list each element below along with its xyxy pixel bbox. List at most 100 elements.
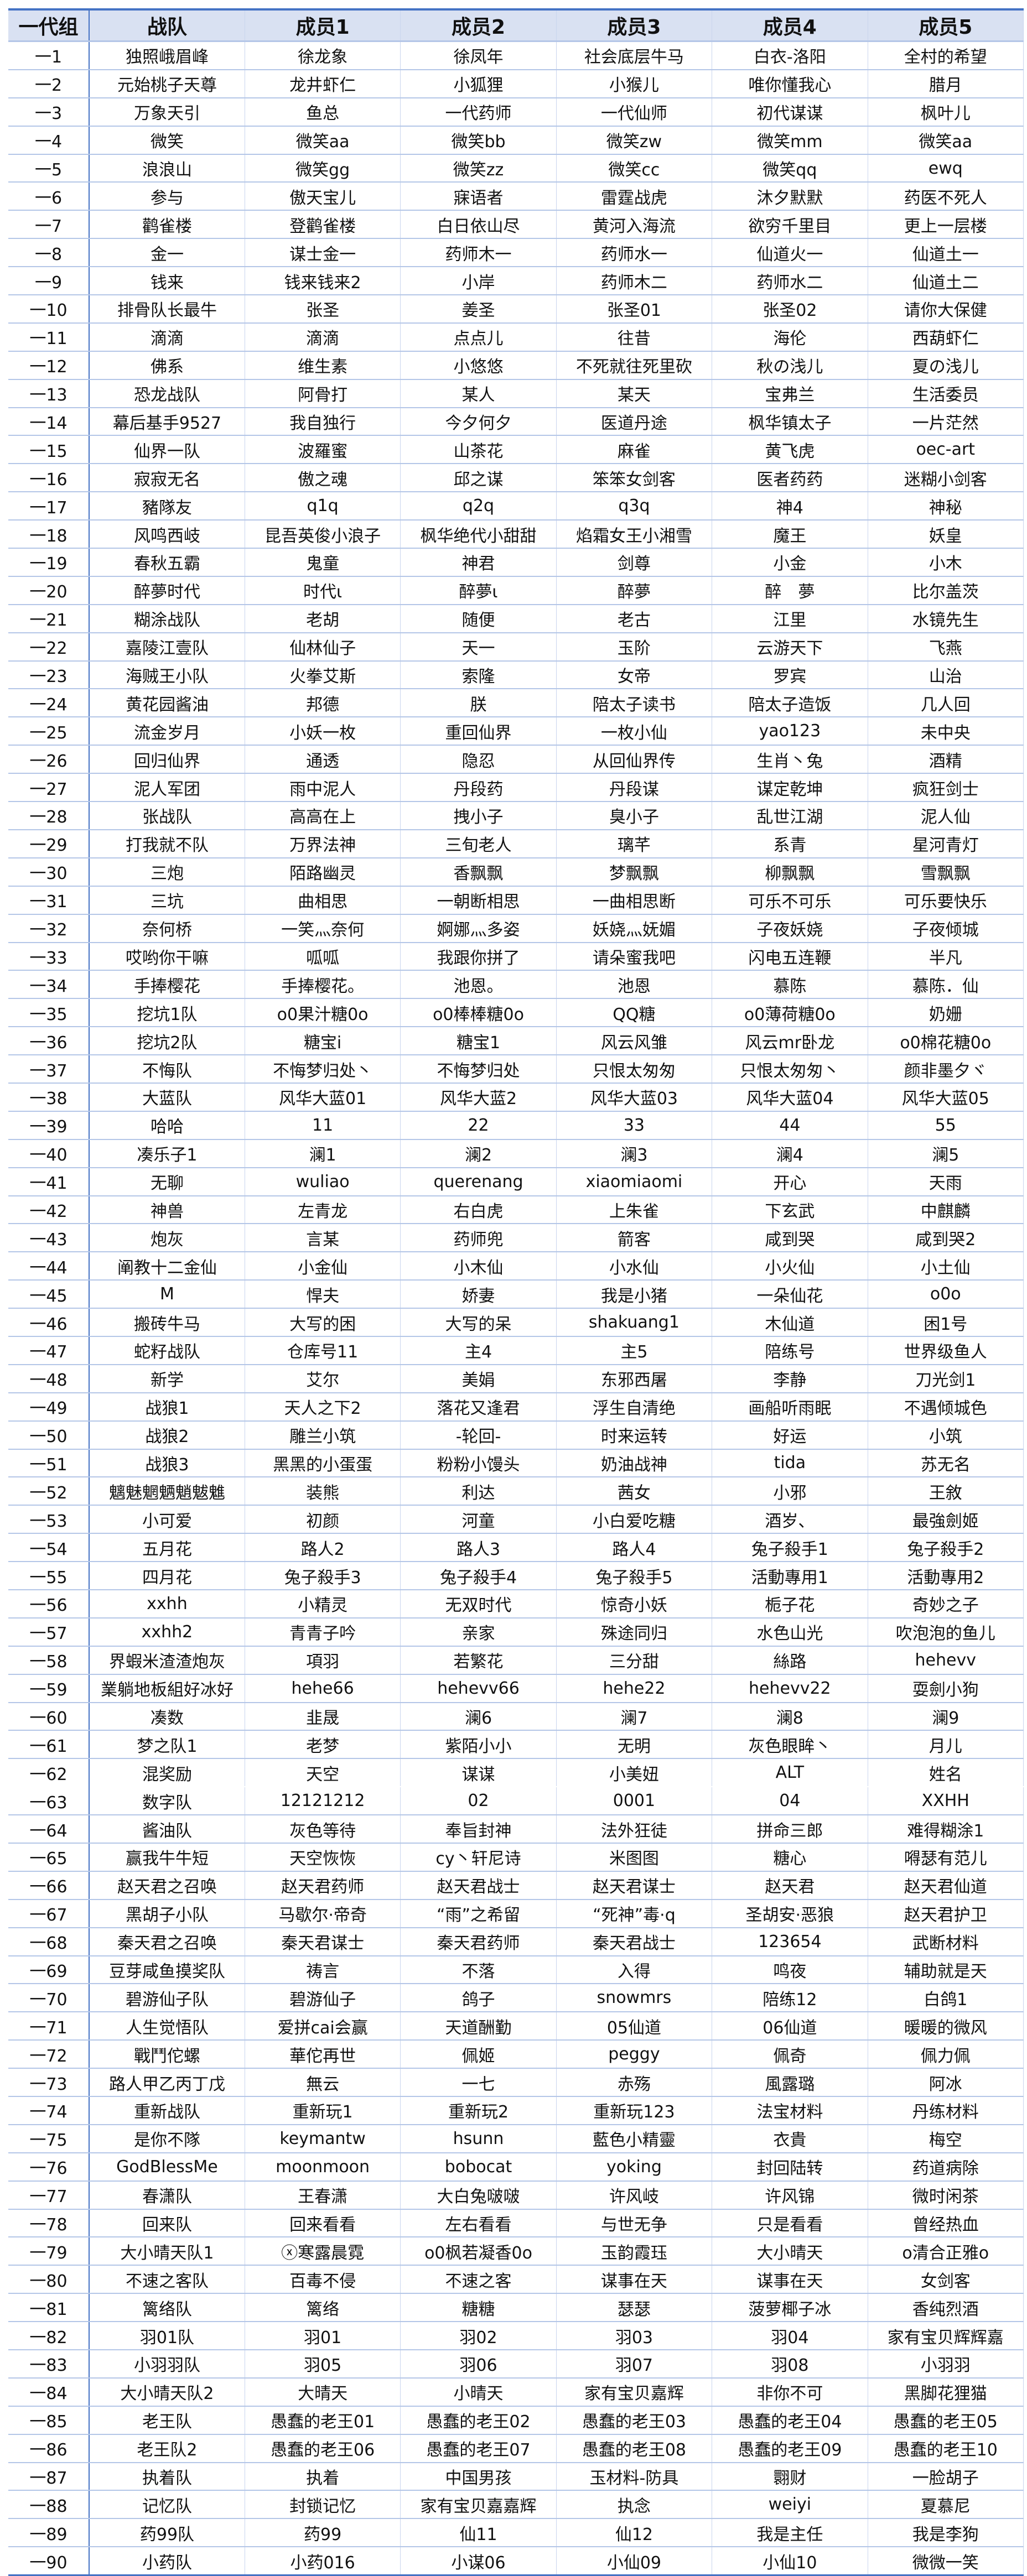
member-1-cell: 一笑灬奈何 <box>245 914 401 943</box>
team-cell: 执着队 <box>89 2462 245 2491</box>
member-3-cell: peggy <box>556 2040 713 2069</box>
member-3-cell: 笨笨女剑客 <box>556 464 713 493</box>
member-3-cell: 剑尊 <box>556 548 713 577</box>
table-row: 一78 回来队 回来看看 左右看看 与世无争 只是看看 曾经热血 <box>8 2209 1024 2238</box>
member-5-cell: o0o <box>868 1280 1024 1309</box>
member-2-cell: 落花又逢君 <box>400 1392 557 1422</box>
member-5-cell: 白鸽1 <box>868 1984 1024 2013</box>
member-5-cell: 兔子殺手2 <box>868 1533 1024 1563</box>
member-3-cell: 浮生自清绝 <box>556 1392 713 1422</box>
member-3-cell: 小水仙 <box>556 1252 713 1281</box>
group-cell: 一48 <box>8 1364 90 1393</box>
team-cell: 风鸣西岐 <box>89 520 245 549</box>
team-cell: 奈何桥 <box>89 914 245 943</box>
team-cell: 酱油队 <box>89 1815 245 1844</box>
table-row: 一80 不速之客队 百毒不侵 不速之客 谋事在天 谋事在天 女剑客 <box>8 2265 1024 2294</box>
table-row: 一38 大蓝队 风华大蓝01 风华大蓝2 风华大蓝03 风华大蓝04 风华大蓝05 <box>8 1083 1024 1112</box>
team-cell: 三炮 <box>89 857 245 887</box>
member-3-cell: 0001 <box>556 1787 713 1816</box>
member-5-cell: 奶姗 <box>868 998 1024 1028</box>
member-1-cell: 张圣 <box>245 295 401 324</box>
member-4-cell: 沐夕默默 <box>712 182 868 211</box>
member-4-cell: 谋定乾坤 <box>712 773 868 803</box>
group-cell: 一45 <box>8 1280 90 1309</box>
member-2-cell: 今夕何夕 <box>400 407 557 436</box>
group-cell: 一90 <box>8 2547 90 2576</box>
header-team: 战队 <box>89 8 245 42</box>
table-row: 一56 xxhh 小精灵 无双时代 惊奇小妖 栀子花 奇妙之子 <box>8 1589 1024 1619</box>
member-3-cell: 药师木二 <box>556 267 713 296</box>
member-5-cell: 微笑aa <box>868 126 1024 155</box>
member-4-cell: 初代谋谋 <box>712 97 868 127</box>
member-3-cell: 请朵蜜我吧 <box>556 942 713 971</box>
group-cell: 一68 <box>8 1927 90 1956</box>
group-cell: 一49 <box>8 1392 90 1422</box>
team-cell: 大小晴天队1 <box>89 2237 245 2266</box>
member-1-cell: 天人之下2 <box>245 1392 401 1422</box>
team-cell: 混奖励 <box>89 1758 245 1787</box>
member-4-cell: 水色山光 <box>712 1617 868 1647</box>
member-3-cell: 谋事在天 <box>556 2265 713 2294</box>
team-cell: 赵天君之召唤 <box>89 1871 245 1900</box>
member-3-cell: 主5 <box>556 1336 713 1365</box>
table-row: 一74 重新战队 重新玩1 重新玩2 重新玩123 法宝材料 丹练材料 <box>8 2096 1024 2125</box>
member-1-cell: 左青龙 <box>245 1195 401 1225</box>
team-cell: 小羽羽队 <box>89 2350 245 2379</box>
group-cell: 一14 <box>8 407 90 436</box>
member-4-cell: 罗宾 <box>712 660 868 690</box>
member-1-cell: 装熊 <box>245 1477 401 1506</box>
member-2-cell: bobocat <box>400 2152 557 2182</box>
member-1-cell: 韭晟 <box>245 1702 401 1731</box>
table-row: 一57 xxhh2 青青子吟 亲家 殊途同归 水色山光 吹泡泡的鱼儿 <box>8 1617 1024 1647</box>
member-3-cell: 箭客 <box>556 1224 713 1253</box>
team-cell: 海贼王小队 <box>89 660 245 690</box>
member-5-cell: 难得糊涂1 <box>868 1815 1024 1844</box>
group-cell: 一55 <box>8 1562 90 1590</box>
member-1-cell: 手捧樱花。 <box>245 970 401 1000</box>
member-1-cell: 谋士金一 <box>245 238 401 268</box>
team-cell: 新学 <box>89 1364 245 1393</box>
member-1-cell: 項羽 <box>245 1646 401 1675</box>
group-cell: 一76 <box>8 2152 90 2182</box>
member-2-cell: 鸽子 <box>400 1984 557 2013</box>
group-cell: 一71 <box>8 2012 90 2041</box>
member-2-cell: 无双时代 <box>400 1589 557 1619</box>
member-4-cell: 医者药药 <box>712 464 868 493</box>
member-4-cell: 糖心 <box>712 1843 868 1872</box>
table-row: 一63 数字队 12121212 02 0001 04 XXHH <box>8 1787 1024 1816</box>
member-3-cell: 无明 <box>556 1730 713 1760</box>
member-5-cell: 风华大蓝05 <box>868 1083 1024 1112</box>
member-5-cell: 咸到哭2 <box>868 1224 1024 1253</box>
member-4-cell: 佩奇 <box>712 2040 868 2069</box>
group-cell: 一84 <box>8 2377 90 2407</box>
member-2-cell: 药师兜 <box>400 1224 557 1253</box>
team-cell: 路人甲乙丙丁戊 <box>89 2068 245 2098</box>
table-row: 一20 醉夢时代 时代ι 醉夢ι 醉夢醉 夢比尔盖茨 <box>8 576 1024 605</box>
member-5-cell: 愚蠢的老王05 <box>868 2406 1024 2435</box>
table-row: 一86 老王队2 愚蠢的老王06 愚蠢的老王07 愚蠢的老王08 愚蠢的老王09 愚蠢的老王… <box>8 2434 1024 2463</box>
member-4-cell: 江里 <box>712 604 868 633</box>
table-row: 一79 大小晴天队1 ⓧ寒露晨霓 o0枫若凝香0o 玉韵霞珏 大小晴天 o清合正雅o <box>8 2237 1024 2266</box>
member-5-cell: 奇妙之子 <box>868 1589 1024 1619</box>
member-4-cell: 可乐不可乐 <box>712 886 868 915</box>
team-cell: xxhh <box>89 1589 245 1619</box>
member-4-cell: 封回陆转 <box>712 2152 868 2182</box>
member-5-cell: 一片茫然 <box>868 407 1024 436</box>
team-cell: 阐教十二金仙 <box>89 1252 245 1281</box>
member-1-cell: 天空 <box>245 1758 401 1787</box>
member-2-cell: 天道酬勤 <box>400 2012 557 2041</box>
member-5-cell: 酒精 <box>868 745 1024 774</box>
team-cell: 梦之队1 <box>89 1730 245 1760</box>
team-cell: 恐龙战队 <box>89 379 245 408</box>
member-2-cell: 微笑bb <box>400 126 557 155</box>
member-3-cell: 一曲相思断 <box>556 886 713 915</box>
member-2-cell: 重回仙界 <box>400 717 557 746</box>
member-1-cell: 维生素 <box>245 351 401 380</box>
member-1-cell: 万界法神 <box>245 829 401 858</box>
member-3-cell: 羽03 <box>556 2322 713 2351</box>
team-cell: 炮灰 <box>89 1224 245 1253</box>
member-1-cell: 曲相思 <box>245 886 401 915</box>
group-cell: 一19 <box>8 548 90 577</box>
member-2-cell: o0棒棒糖0o <box>400 998 557 1028</box>
member-1-cell: 微笑gg <box>245 154 401 183</box>
